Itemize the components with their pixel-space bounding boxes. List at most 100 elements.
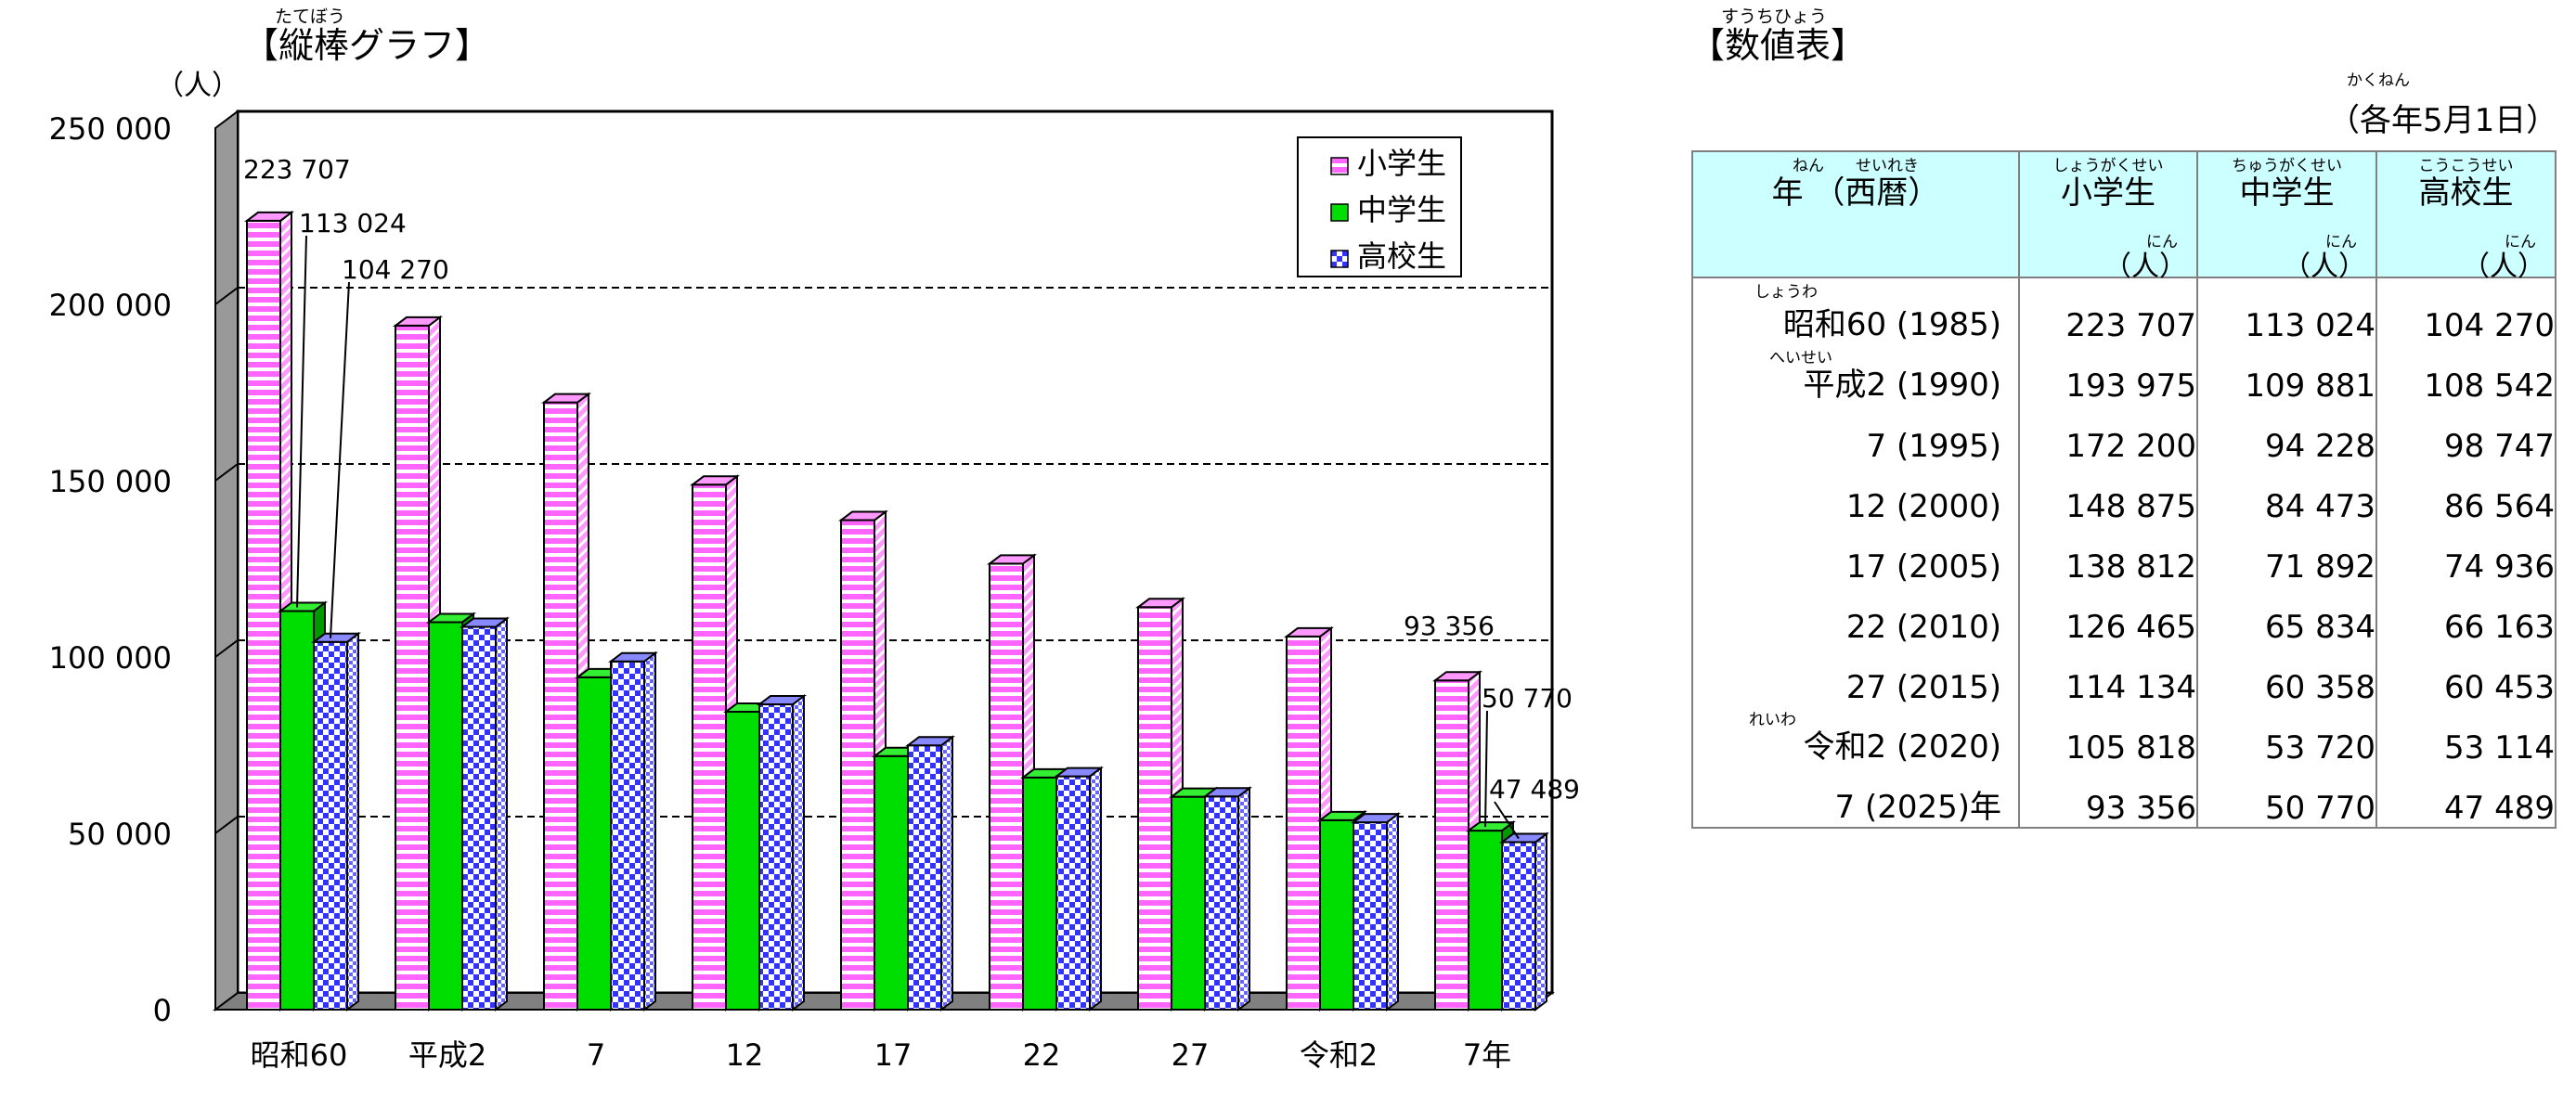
- table-header-0: ねん せいれき年 （西暦）: [1691, 150, 2020, 278]
- legend-label: 高校生: [1357, 238, 1446, 274]
- year-label: 昭和60 (1985): [1782, 306, 2001, 343]
- data-label: 223 707: [243, 154, 351, 185]
- year-label: 令和2 (2020): [1803, 728, 2002, 766]
- table-cell-elem: 105 818: [2018, 706, 2198, 767]
- year-label: 27 (2015): [1845, 669, 2001, 706]
- y-tick-label: 200 000: [49, 288, 172, 323]
- bar: [905, 735, 955, 1011]
- table-cell-year: 7 (2025)年: [1691, 767, 2020, 829]
- data-label: 93 356: [1404, 611, 1495, 641]
- y-tick-label: 150 000: [49, 464, 172, 499]
- bar: [757, 694, 807, 1011]
- table-cell-high: 47 489: [2375, 767, 2557, 829]
- table-cell-elem: 193 975: [2018, 344, 2198, 405]
- header-label: 小学生: [2061, 174, 2155, 212]
- table-cell-year: 22 (2010): [1691, 586, 2020, 646]
- table-cell-elem: 223 707: [2018, 277, 2198, 344]
- header-label: 中学生: [2239, 174, 2335, 212]
- bar: [460, 616, 510, 1011]
- table-header-2: ちゅうがくせい 中学生 にん （人）: [2196, 150, 2377, 283]
- x-tick-label: 12: [726, 1037, 764, 1073]
- bar: [608, 651, 658, 1011]
- header-unit-ruby: にん: [2325, 233, 2357, 251]
- annotations: 223 707 113 024 104 270 93 356 50 770 47 489: [243, 154, 1580, 840]
- table-row: へいせい 平成2 (1990) 193 975 109 881 108 542: [1691, 344, 2557, 405]
- year-ruby: れいわ: [1749, 711, 1796, 729]
- table-title-block: すうちひょう 【数値表】: [1689, 7, 1866, 65]
- bar-chart: 0 50 000 100 000 150 000 200 000 250 000 昭和60…: [49, 70, 1580, 1073]
- header-ruby: ちゅうがくせい: [2232, 157, 2342, 175]
- chart-title-ruby: たてぼう: [275, 6, 346, 27]
- header-label: 年 （西暦）: [1771, 174, 1940, 212]
- table-row: 17 (2005) 138 812 71 892 74 936: [1691, 525, 2557, 586]
- x-tick-label: 22: [1023, 1037, 1061, 1073]
- table-cell-year: 27 (2015): [1691, 646, 2020, 706]
- header-ruby: こうこうせい: [2418, 157, 2514, 175]
- data-label: 113 024: [299, 208, 407, 238]
- table-cell-high: 66 163: [2375, 586, 2557, 646]
- table-header-1: しょうがくせい 小学生 にん （人）: [2018, 150, 2198, 283]
- year-ruby: へいせい: [1769, 349, 1832, 367]
- header-unit-ruby: にん: [2146, 233, 2178, 251]
- table-cell-high: 74 936: [2375, 525, 2557, 586]
- table-row: 7 (1995) 172 200 94 228 98 747: [1691, 405, 2557, 465]
- year-label: 17 (2005): [1845, 548, 2001, 586]
- bar: [987, 553, 1037, 1011]
- y-tick-label: 100 000: [49, 640, 172, 676]
- table-cell-elem: 148 875: [2018, 465, 2198, 525]
- legend-box: [1297, 136, 1462, 277]
- table-cell-elem: 93 356: [2018, 767, 2198, 829]
- table-row: しょうわ 昭和60 (1985) 223 707 113 024 104 270: [1691, 277, 2557, 344]
- data-label: 50 770: [1482, 683, 1573, 714]
- header-unit-ruby: にん: [2505, 233, 2536, 251]
- table-cell-high: 86 564: [2375, 465, 2557, 525]
- table-cell-high: 60 453: [2375, 646, 2557, 706]
- table-cell-year: れいわ 令和2 (2020): [1691, 706, 2020, 767]
- bar: [311, 631, 361, 1011]
- table-cell-elem: 126 465: [2018, 586, 2198, 646]
- table-title-ruby: すうちひょう: [1721, 6, 1828, 27]
- gridline-side: [214, 816, 239, 834]
- x-tick-label: 7年: [1463, 1037, 1511, 1073]
- bar: [1351, 812, 1401, 1011]
- table-cell-mid: 113 024: [2196, 277, 2377, 344]
- legend-swatch: [1330, 203, 1349, 222]
- data-table-wrap: ねん せいれき年 （西暦） しょうがくせい 小学生 にん （人） ちゅうがくせい 中学生 にん…: [1691, 150, 2557, 829]
- legend-label: 中学生: [1357, 192, 1446, 227]
- data-table: ねん せいれき年 （西暦） しょうがくせい 小学生 にん （人） ちゅうがくせい 中学生 にん…: [1691, 150, 2557, 829]
- table-cell-mid: 71 892: [2196, 525, 2377, 586]
- y-tick-label: 0: [153, 993, 172, 1028]
- x-tick-label: 27: [1171, 1037, 1210, 1073]
- year-label: 平成2 (1990): [1803, 367, 2002, 404]
- date-note: （各年5月1日）: [2328, 102, 2558, 139]
- x-tick-label: 17: [874, 1037, 913, 1073]
- table-cell-high: 98 747: [2375, 405, 2557, 465]
- table-cell-elem: 114 134: [2018, 646, 2198, 706]
- table-cell-year: へいせい 平成2 (1990): [1691, 344, 2020, 405]
- chart-title: 【縦棒グラフ】: [243, 25, 491, 66]
- table-title: 【数値表】: [1689, 25, 1867, 66]
- leader-line: [296, 235, 307, 608]
- y-tick-label: 250 000: [49, 111, 172, 147]
- table-cell-mid: 84 473: [2196, 465, 2377, 525]
- x-tick-label: 7: [587, 1037, 605, 1073]
- table-cell-year: しょうわ 昭和60 (1985): [1691, 277, 2020, 344]
- bar: [1054, 766, 1104, 1011]
- table-cell-mid: 94 228: [2196, 405, 2377, 465]
- table-cell-year: 12 (2000): [1691, 465, 2020, 525]
- leader-line: [1494, 801, 1520, 840]
- bar: [1499, 831, 1549, 1011]
- x-tick-label: 令和2: [1300, 1037, 1378, 1073]
- table-cell-elem: 138 812: [2018, 525, 2198, 586]
- table-cell-elem: 172 200: [2018, 405, 2198, 465]
- y-axis-labels: 0 50 000 100 000 150 000 200 000 250 000: [49, 111, 172, 1028]
- table-body: しょうわ 昭和60 (1985) 223 707 113 024 104 270 へいせい…: [1691, 277, 2557, 829]
- x-axis-labels: 昭和60 平成2 7 12 17 22 27 令和2 7年: [251, 1037, 1512, 1073]
- table-cell-mid: 60 358: [2196, 646, 2377, 706]
- table-row: 7 (2025)年 93 356 50 770 47 489: [1691, 767, 2557, 829]
- legend-swatch: [1330, 250, 1349, 268]
- x-tick-label: 平成2: [408, 1037, 486, 1073]
- table-row: 12 (2000) 148 875 84 473 86 564: [1691, 465, 2557, 525]
- table-cell-high: 53 114: [2375, 706, 2557, 767]
